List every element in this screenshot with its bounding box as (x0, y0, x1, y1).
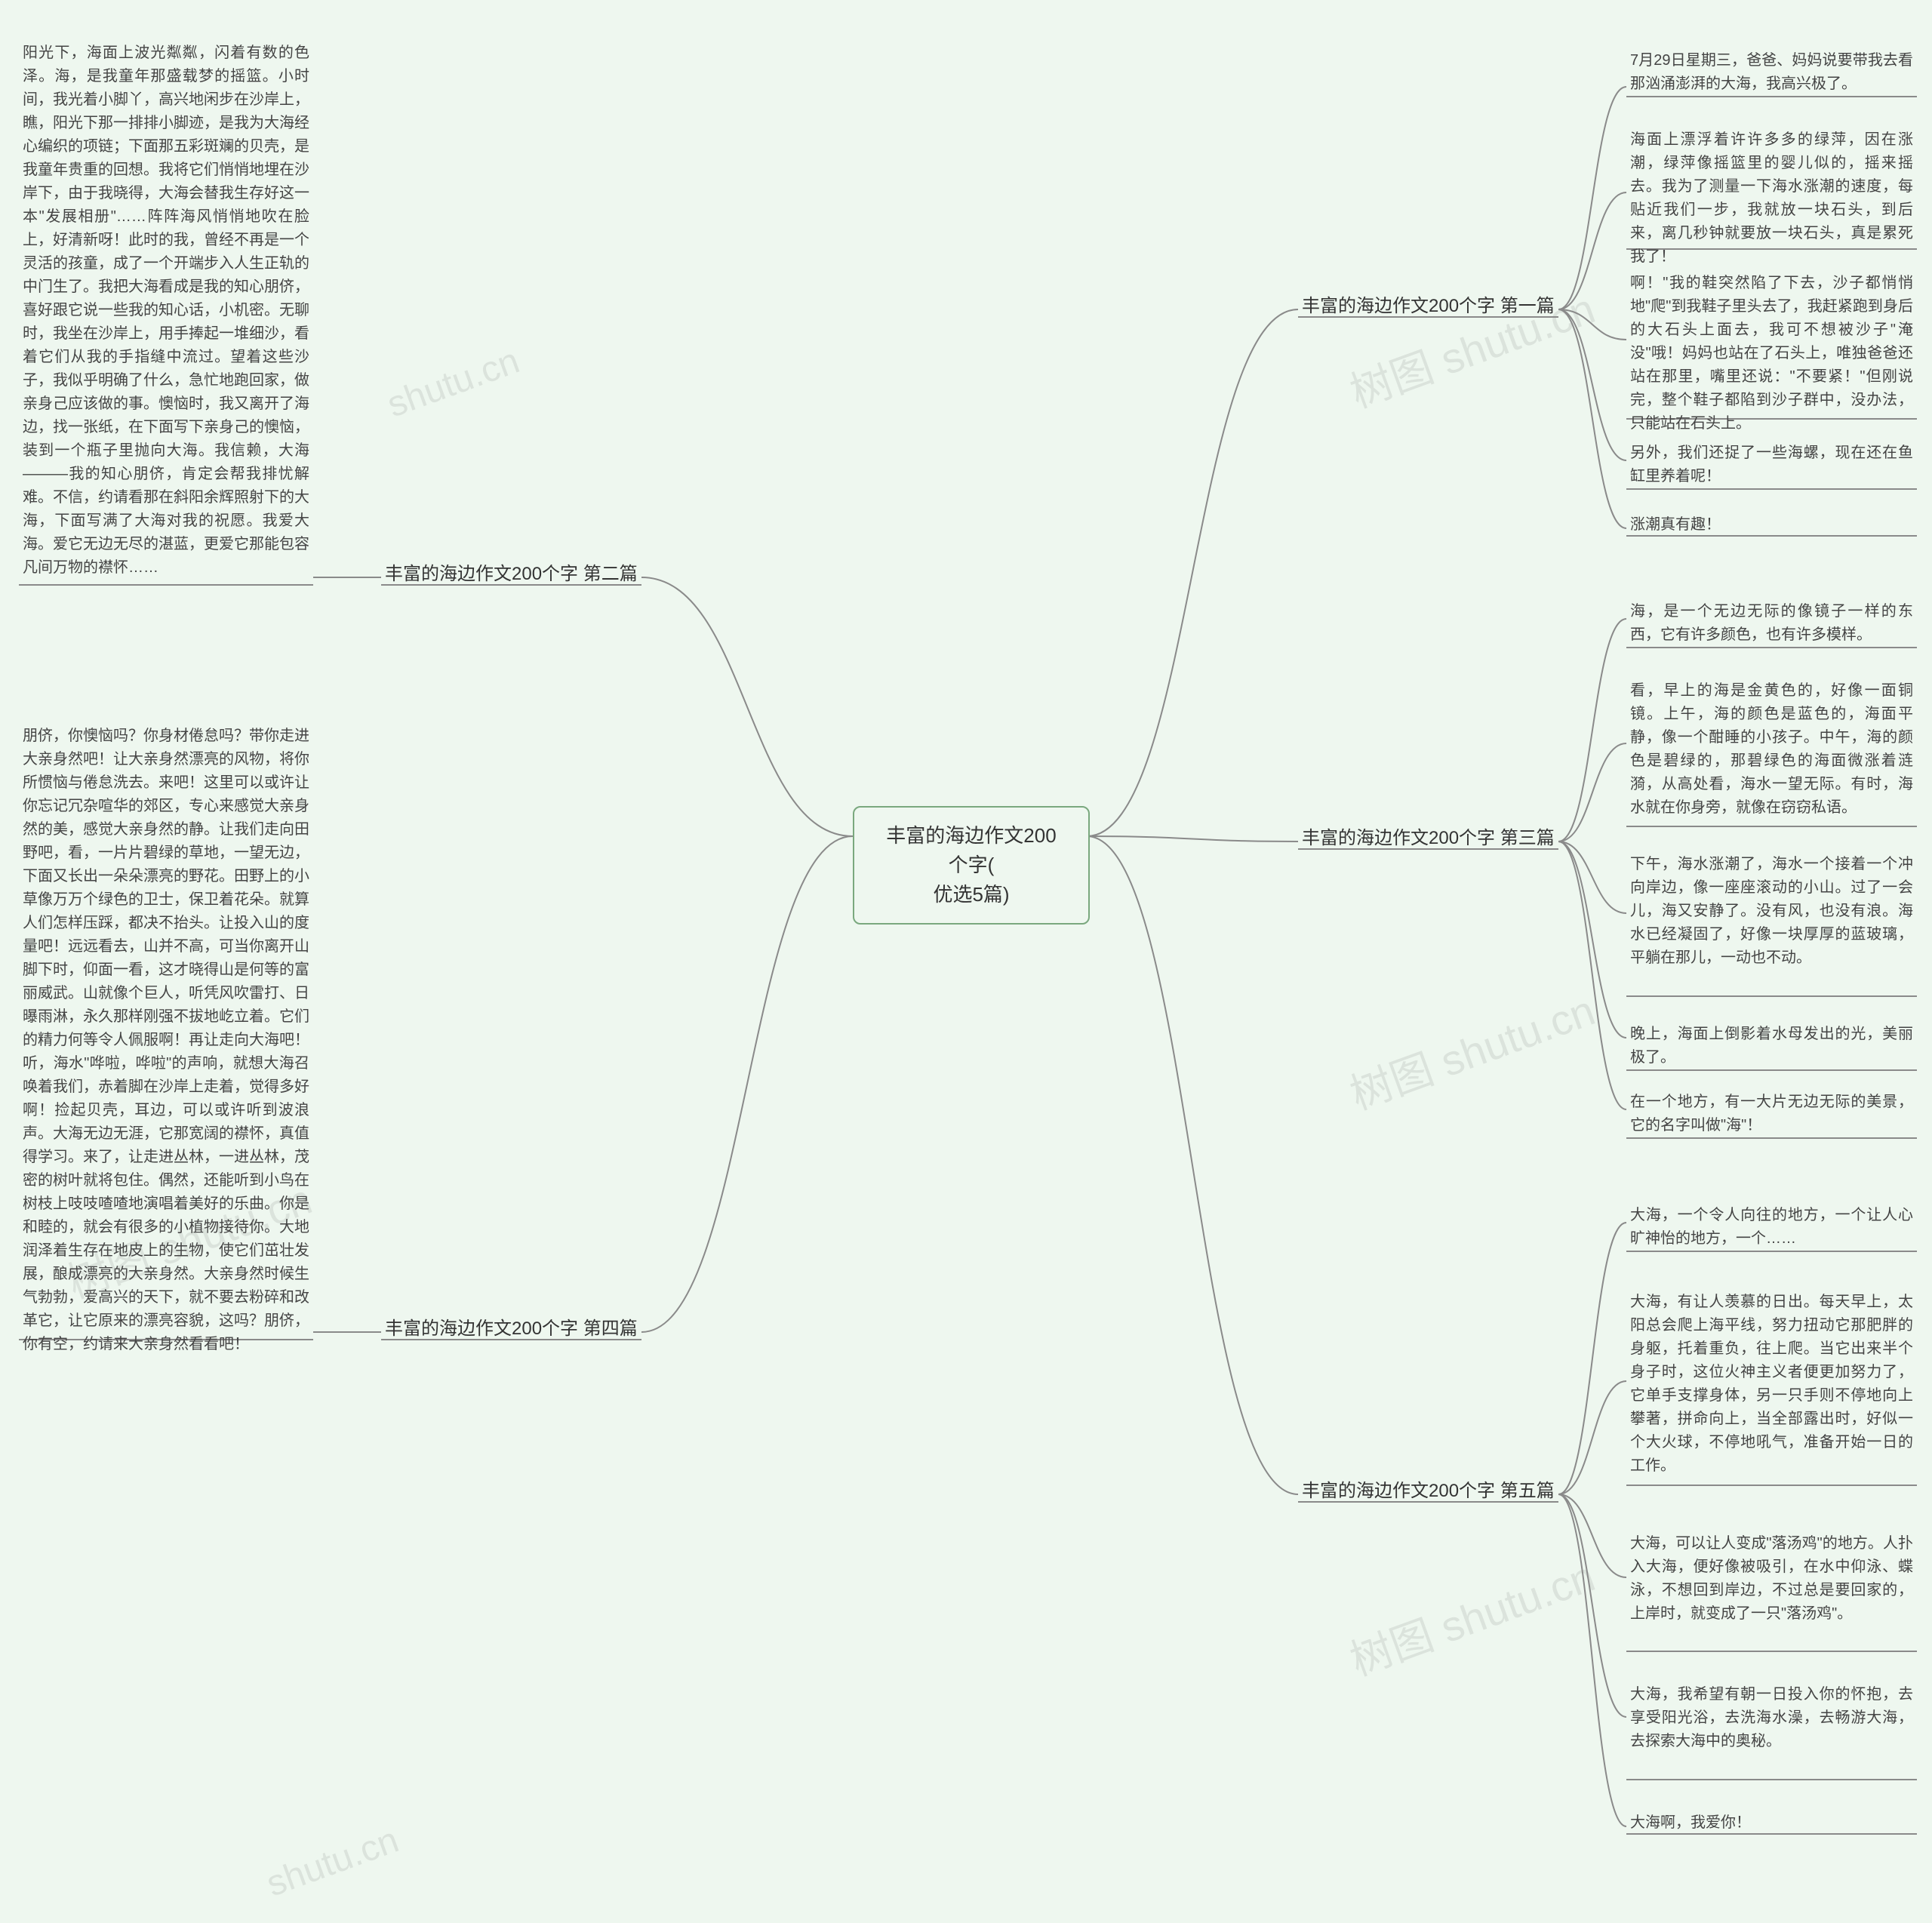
leaf: 大海，我希望有朝一日投入你的怀抱，去享受阳光浴，去洗海水澡，去畅游大海，去探索大… (1630, 1683, 1913, 1753)
leaf: 阳光下，海面上波光粼粼，闪着有数的色泽。海，是我童年那盛载梦的摇篮。小时间，我光… (23, 42, 309, 580)
watermark: 树图 shutu.cn (1340, 1543, 1602, 1688)
leaf: 看，早上的海是金黄色的，好像一面铜镜。上午，海的颜色是蓝色的，海面平静，像一个酣… (1630, 679, 1913, 820)
leaf: 7月29日星期三，爸爸、妈妈说要带我去看那汹涌澎湃的大海，我高兴极了。 (1630, 49, 1913, 96)
center-node[interactable]: 丰富的海边作文200个字( 优选5篇) (853, 806, 1090, 925)
watermark: 树图 shutu.cn (1340, 977, 1602, 1121)
leaf: 大海，有让人羡慕的日出。每天早上，太阳总会爬上海平线，努力扭动它那肥胖的身躯，托… (1630, 1291, 1913, 1478)
watermark: shutu.cn (382, 340, 525, 426)
leaf: 大海啊，我爱你！ (1630, 1811, 1913, 1835)
branch-2-label[interactable]: 丰富的海边作文200个字 第二篇 (385, 561, 638, 588)
center-title-line1: 丰富的海边作文200个字( (877, 821, 1066, 880)
leaf: 涨潮真有趣！ (1630, 513, 1913, 537)
leaf: 晚上，海面上倒影着水母发出的光，美丽极了。 (1630, 1023, 1913, 1069)
leaf: 大海，一个令人向往的地方，一个让人心旷神怡的地方，一个…… (1630, 1204, 1913, 1251)
leaf: 海面上漂浮着许许多多的绿萍，因在涨潮，绿萍像摇篮里的婴儿似的，摇来摇去。我为了测… (1630, 128, 1913, 269)
leaf: 海，是一个无边无际的像镜子一样的东西，它有许多颜色，也有许多模样。 (1630, 600, 1913, 647)
leaf: 啊！"我的鞋突然陷了下去，沙子都悄悄地"爬"到我鞋子里头去了，我赶紧跑到身后的大… (1630, 272, 1913, 435)
leaf: 另外，我们还捉了一些海螺，现在还在鱼缸里养着呢！ (1630, 442, 1913, 488)
leaf: 朋侪，你懊恼吗？你身材倦怠吗？带你走进大亲身然吧！让大亲身然漂亮的风物，将你所惯… (23, 725, 309, 1356)
watermark: shutu.cn (261, 1820, 404, 1906)
branch-4-label[interactable]: 丰富的海边作文200个字 第四篇 (385, 1315, 638, 1343)
branch-1-label[interactable]: 丰富的海边作文200个字 第一篇 (1302, 293, 1555, 320)
leaf: 下午，海水涨潮了，海水一个接着一个冲向岸边，像一座座滚动的小山。过了一会儿，海又… (1630, 853, 1913, 970)
branch-5-label[interactable]: 丰富的海边作文200个字 第五篇 (1302, 1478, 1555, 1505)
leaf: 在一个地方，有一大片无边无际的美景，它的名字叫做"海"！ (1630, 1091, 1913, 1137)
center-title-line2: 优选5篇) (877, 880, 1066, 909)
leaf: 大海，可以让人变成"落汤鸡"的地方。人扑入大海，便好像被吸引，在水中仰泳、蝶泳，… (1630, 1532, 1913, 1626)
branch-3-label[interactable]: 丰富的海边作文200个字 第三篇 (1302, 825, 1555, 852)
